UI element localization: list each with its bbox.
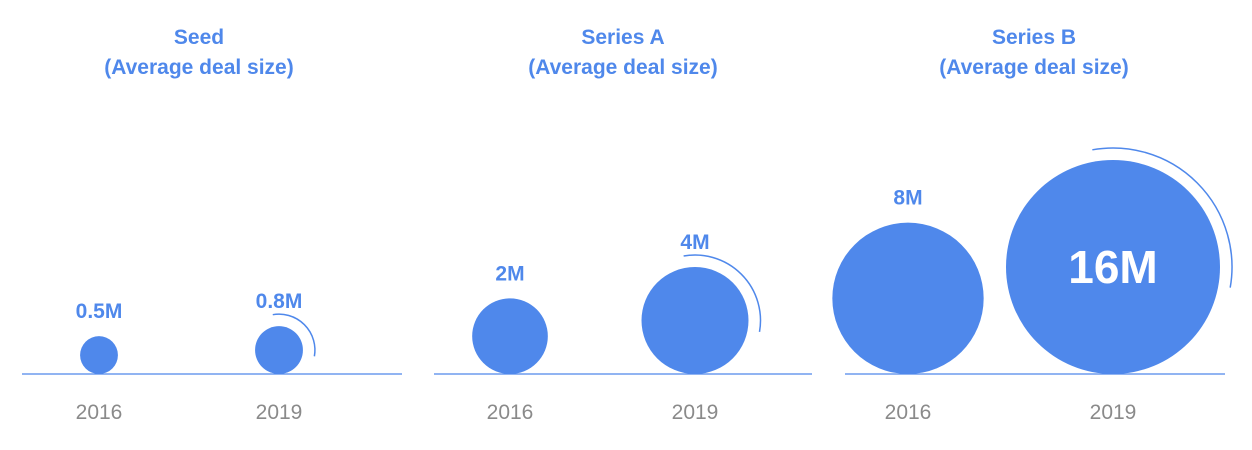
year-label: 2016: [885, 401, 932, 424]
value-label: 0.5M: [76, 300, 123, 323]
year-label: 2016: [487, 401, 534, 424]
value-label: 8M: [893, 187, 922, 210]
value-label: 16M: [1068, 241, 1157, 293]
bubble-2019: [641, 267, 749, 374]
growth-arc: [683, 254, 762, 333]
panel-title: Seed: [174, 26, 224, 49]
bubble-2016: [80, 336, 118, 374]
bubble-2016: [832, 222, 984, 374]
year-label: 2019: [1090, 401, 1137, 424]
year-label: 2019: [256, 401, 303, 424]
value-label: 4M: [680, 231, 709, 254]
growth-arc: [1092, 147, 1233, 288]
panel-title: Series B: [992, 26, 1076, 49]
panel-seed: Seed (Average deal size) 0.5M 2016 0.8M 2019: [22, 26, 402, 424]
panel-subtitle: (Average deal size): [104, 56, 293, 79]
value-label: 0.8M: [256, 290, 303, 313]
bubble-2016: [472, 298, 548, 375]
panel-series-b: Series B (Average deal size) 8M 2016 16M 2019: [832, 26, 1233, 424]
panel-subtitle: (Average deal size): [528, 56, 717, 79]
panel-series-a: Series A (Average deal size) 2M 2016 4M 2019: [434, 26, 812, 424]
year-label: 2016: [76, 401, 123, 424]
growth-arc: [272, 313, 316, 357]
panel-subtitle: (Average deal size): [939, 56, 1128, 79]
panel-title: Series A: [581, 26, 664, 49]
bubble-2019: [1006, 160, 1220, 374]
year-label: 2019: [672, 401, 719, 424]
value-label: 2M: [495, 262, 524, 285]
bubble-2019: [255, 326, 303, 374]
